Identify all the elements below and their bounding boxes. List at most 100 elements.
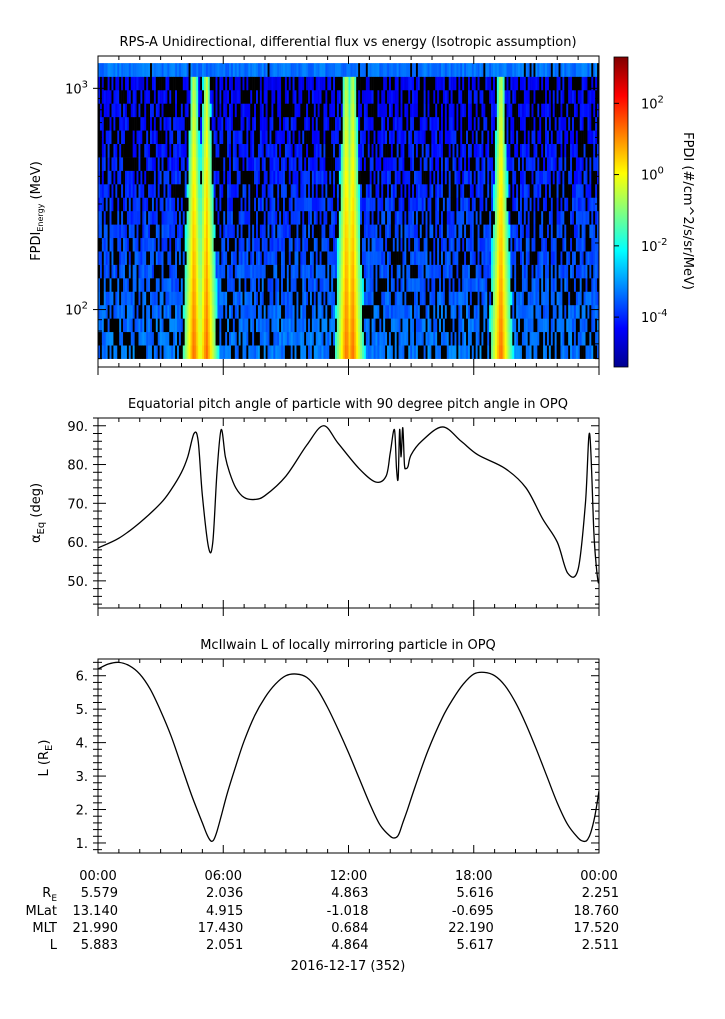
- spectrogram-cell: [290, 331, 293, 346]
- spectrogram-cell: [282, 76, 286, 91]
- spectrogram-cell: [398, 224, 401, 239]
- spectrogram-cell: [294, 63, 297, 77]
- spectrogram-cell: [363, 304, 367, 319]
- spectrogram-cell: [124, 237, 128, 252]
- spectrogram-cell: [175, 278, 178, 292]
- spectrogram-cell: [230, 291, 234, 306]
- spectrogram-cell: [396, 251, 399, 265]
- spectrogram-cell: [153, 130, 157, 145]
- spectrogram-cell: [194, 331, 197, 346]
- spectrogram-cell: [182, 291, 186, 306]
- spectrogram-cell: [146, 89, 149, 104]
- spectrogram-cell: [498, 264, 502, 279]
- spectrogram-cell: [313, 291, 317, 306]
- spectrogram-cell: [177, 304, 180, 319]
- spectrogram-cell: [518, 345, 521, 359]
- spectrogram-cell: [348, 304, 351, 319]
- spectrogram-cell: [442, 197, 446, 212]
- spectrogram-cell: [502, 76, 505, 91]
- spectrogram-cell: [275, 89, 278, 104]
- spectrogram-cell: [311, 103, 315, 118]
- spectrogram-cell: [304, 157, 307, 171]
- spectrogram-cell: [319, 76, 322, 91]
- spectrogram-cell: [238, 116, 241, 131]
- spectrogram-cell: [167, 103, 170, 118]
- spectrogram-cell: [338, 304, 342, 319]
- spectrogram-cell: [439, 103, 442, 118]
- spectrogram-cell: [477, 170, 480, 185]
- spectrogram-cell: [473, 237, 476, 252]
- spectrogram-cell: [427, 63, 430, 77]
- spectrogram-cell: [321, 224, 324, 239]
- spectrogram-cell: [221, 89, 224, 104]
- spectrogram-cell: [124, 116, 128, 131]
- spectrogram-cell: [321, 251, 324, 265]
- spectrogram-cell: [275, 210, 278, 225]
- spectrogram-cell: [338, 157, 342, 171]
- spectrogram-cell: [408, 251, 411, 265]
- spectrogram-cell: [184, 103, 187, 118]
- spectrogram-cell: [309, 318, 313, 333]
- spectrogram-cell: [130, 278, 133, 292]
- spectrogram-cell: [240, 224, 243, 239]
- spectrogram-cell: [325, 157, 328, 171]
- spectrogram-cell: [269, 291, 272, 306]
- spectrogram-cell: [163, 76, 166, 91]
- spectrogram-cell: [519, 264, 523, 279]
- spectrogram-cell: [107, 89, 110, 104]
- spectrogram-cell: [394, 130, 397, 145]
- spectrogram-cell: [113, 210, 116, 225]
- spectrogram-cell: [412, 251, 415, 265]
- spectrogram-cell: [294, 130, 297, 145]
- spectrogram-cell: [103, 237, 107, 252]
- spectrogram-cell: [327, 170, 330, 185]
- spectrogram-cell: [464, 291, 467, 306]
- spectrogram-cell: [483, 224, 486, 239]
- spectrogram-cell: [342, 318, 345, 333]
- spectrogram-cell: [221, 116, 224, 131]
- spectrogram-cell: [308, 76, 311, 91]
- spectrogram-cell: [232, 237, 236, 252]
- spectrogram-cell: [182, 89, 186, 104]
- spectrogram-cell: [469, 210, 473, 225]
- spectrogram-cell: [101, 103, 105, 118]
- spectrogram-cell: [259, 143, 263, 158]
- spectrogram-cell: [502, 63, 505, 77]
- spectrogram-cell: [435, 157, 438, 171]
- spectrogram-cell: [277, 143, 280, 158]
- spectrogram-cell: [119, 304, 122, 319]
- spectrogram-cell: [175, 116, 178, 131]
- spectrogram-cell: [232, 264, 236, 279]
- spectrogram-cell: [138, 116, 141, 131]
- spectrogram-cell: [460, 157, 463, 171]
- spectrogram-cell: [529, 331, 532, 346]
- spectrogram-cell: [467, 331, 471, 346]
- spectrogram-cell: [113, 197, 116, 212]
- spectrogram-cell: [512, 170, 515, 185]
- spectrogram-cell: [209, 345, 212, 359]
- spectrogram-cell: [165, 318, 168, 333]
- spectrogram-cell: [462, 143, 465, 158]
- spectrogram-cell: [358, 264, 361, 279]
- spectrogram-cell: [514, 345, 517, 359]
- spectrogram-cell: [292, 264, 295, 279]
- spectrogram-cell: [354, 291, 357, 306]
- spectrogram-cell: [333, 116, 336, 131]
- spectrogram-cell: [107, 63, 110, 77]
- spectrogram-cell: [142, 304, 145, 319]
- spectrogram-cell: [342, 103, 345, 118]
- spectrogram-cell: [186, 130, 189, 145]
- spectrogram-cell: [410, 103, 413, 118]
- spectrogram-cell: [230, 304, 234, 319]
- spectrogram-cell: [346, 130, 349, 145]
- spectrogram-cell: [219, 210, 222, 225]
- spectrogram-cell: [381, 237, 384, 252]
- spectrogram-cell: [236, 224, 239, 239]
- spectrogram-cell: [161, 291, 164, 306]
- spectrogram-cell: [171, 304, 174, 319]
- spectrogram-cell: [126, 130, 130, 145]
- spectrogram-cell: [229, 278, 232, 292]
- spectrogram-cell: [304, 184, 307, 198]
- spectrogram-cell: [336, 210, 340, 225]
- spectrogram-cell: [521, 89, 525, 104]
